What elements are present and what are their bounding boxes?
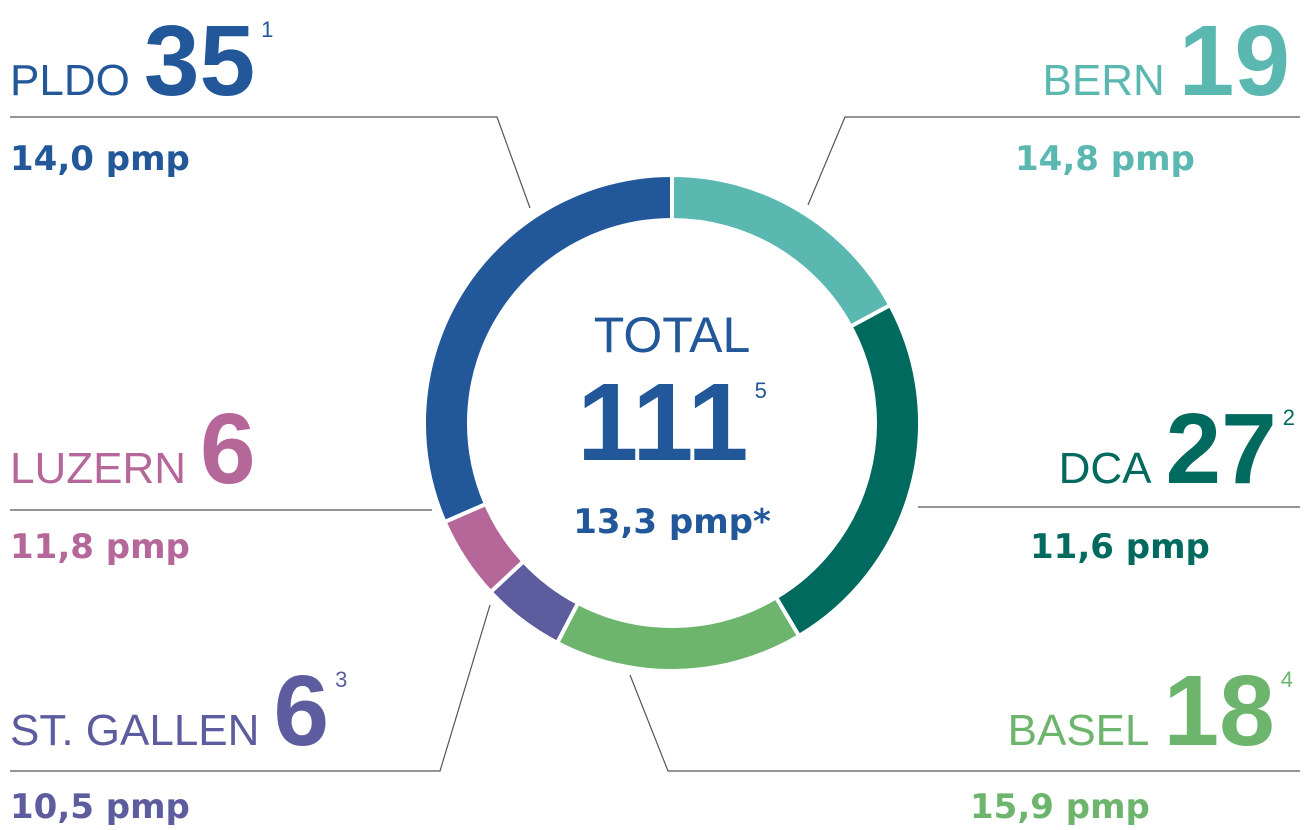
region-label: BERN 19 bbox=[1043, 5, 1290, 117]
region-pmp: 11,8 pmp bbox=[10, 527, 190, 567]
region-name: BERN bbox=[1043, 56, 1165, 105]
region-pmp: 14,8 pmp bbox=[1015, 139, 1195, 179]
donut-segment bbox=[773, 302, 922, 639]
leader-line bbox=[10, 116, 531, 209]
region-label: LUZERN 6 bbox=[10, 393, 256, 505]
region-footnote: 4 bbox=[1281, 667, 1293, 692]
region-label: BASEL 18 4 bbox=[1008, 655, 1293, 767]
region-pmp: 15,9 pmp bbox=[970, 787, 1150, 827]
total: 111 5 bbox=[577, 361, 767, 484]
leader-line bbox=[10, 604, 491, 772]
region-footnote: 3 bbox=[335, 667, 347, 692]
leader-lines bbox=[10, 116, 1300, 772]
region-name: DCA bbox=[1059, 444, 1153, 493]
region-value: 19 bbox=[1179, 5, 1290, 117]
region-name: ST. GALLEN bbox=[10, 706, 259, 755]
region-value: 6 bbox=[200, 393, 256, 505]
donut-segment bbox=[670, 172, 893, 330]
region-footnote: 2 bbox=[1283, 405, 1295, 430]
region-name: BASEL bbox=[1008, 706, 1150, 755]
region-pmp: 11,6 pmp bbox=[1030, 527, 1210, 567]
region-name: LUZERN bbox=[10, 444, 186, 493]
region-name: PLDO bbox=[10, 56, 130, 105]
region-value: 35 bbox=[144, 5, 255, 117]
region-label: ST. GALLEN 6 3 bbox=[10, 655, 347, 767]
region-label: DCA 27 2 bbox=[1059, 393, 1295, 505]
leader-line bbox=[807, 116, 1300, 206]
region-value: 27 bbox=[1166, 393, 1277, 505]
leader-line bbox=[629, 674, 1300, 772]
total-footnote: 5 bbox=[755, 378, 767, 403]
region-label: PLDO 35 1 bbox=[10, 5, 273, 117]
region-pmp: 14,0 pmp bbox=[10, 139, 190, 179]
region-value: 6 bbox=[273, 655, 329, 767]
donut-segment bbox=[554, 594, 802, 673]
region-pmp: 10,5 pmp bbox=[10, 787, 190, 827]
total-value: 111 bbox=[577, 361, 748, 484]
donut-segment bbox=[422, 172, 674, 525]
total-pmp: 13,3 pmp* bbox=[573, 502, 771, 542]
center-title: TOTAL bbox=[594, 307, 751, 363]
region-value: 18 bbox=[1164, 655, 1275, 767]
region-footnote: 1 bbox=[261, 17, 273, 42]
